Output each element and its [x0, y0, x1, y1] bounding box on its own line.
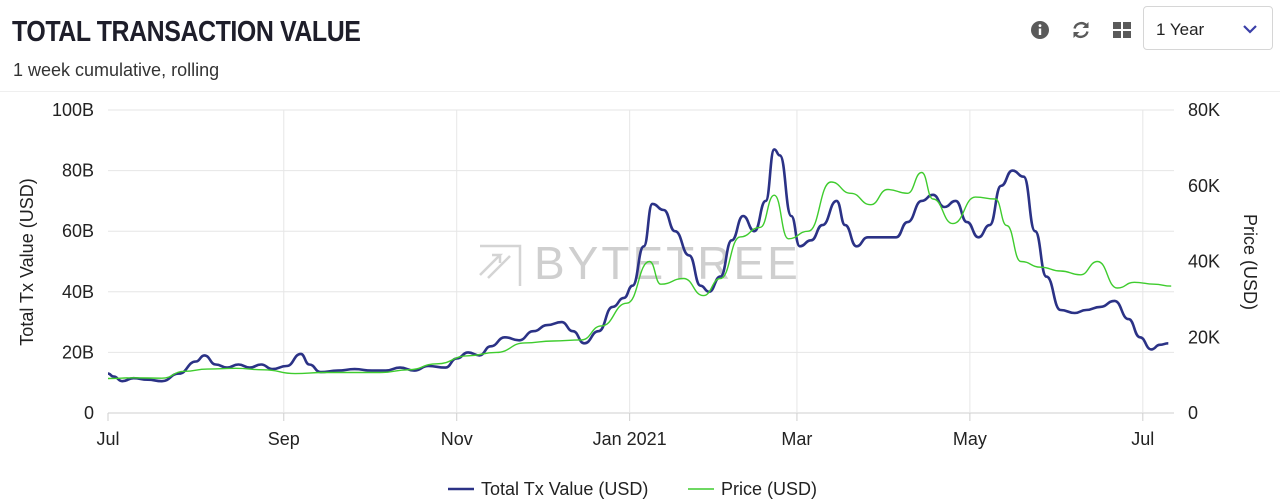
- series-line-tx-value: [107, 148, 1169, 383]
- x-tick-label: Jul: [1131, 429, 1154, 449]
- y-left-tick-label: 40B: [62, 282, 94, 302]
- y-right-tick-label: 40K: [1188, 252, 1220, 272]
- chart-subtitle: 1 week cumulative, rolling: [13, 60, 220, 80]
- grid-icon[interactable]: [1110, 18, 1134, 42]
- time-range-select[interactable]: 1 Year: [1143, 6, 1273, 50]
- y-left-tick-label: 0: [84, 403, 94, 423]
- legend-item-price[interactable]: Price (USD): [688, 479, 817, 499]
- x-tick-label: May: [953, 429, 987, 449]
- time-range-value: 1 Year: [1156, 20, 1205, 39]
- watermark-logo-stroke: [487, 255, 511, 279]
- watermark-logo-icon: [479, 244, 522, 286]
- y-left-tick-label: 80B: [62, 161, 94, 181]
- y-right-tick-label: 60K: [1188, 176, 1220, 196]
- y-left-tick-label: 60B: [62, 221, 94, 241]
- refresh-icon[interactable]: [1069, 18, 1093, 42]
- series: [107, 148, 1172, 383]
- header-divider: [0, 91, 1280, 92]
- y-right-tick-label: 20K: [1188, 327, 1220, 347]
- y-right-axis-title: Price (USD): [1240, 214, 1260, 310]
- info-icon[interactable]: [1028, 18, 1052, 42]
- x-tick-label: Nov: [441, 429, 473, 449]
- x-tick-label: Jul: [96, 429, 119, 449]
- chevron-down-icon: [1242, 21, 1258, 37]
- y-right-tick-label: 80K: [1188, 100, 1220, 120]
- legend-label: Price (USD): [721, 479, 817, 499]
- legend-item-tx-value[interactable]: Total Tx Value (USD): [448, 479, 648, 499]
- watermark: BYTETREE: [479, 237, 801, 289]
- y-left-tick-label: 20B: [62, 342, 94, 362]
- y-left-tick-label: 100B: [52, 100, 94, 120]
- legend-label: Total Tx Value (USD): [481, 479, 648, 499]
- axes: 0 20B 40B 60B 80B 100B 0 20K 40K 60K 80K Jul Sep Nov J…: [17, 100, 1260, 449]
- grid: [107, 109, 1174, 421]
- watermark-logo-stroke: [480, 244, 522, 286]
- x-tick-label: Mar: [781, 429, 812, 449]
- y-right-tick-label: 0: [1188, 403, 1198, 423]
- legend[interactable]: Total Tx Value (USD) Price (USD): [448, 479, 817, 499]
- y-left-axis-title: Total Tx Value (USD): [17, 178, 37, 345]
- chart-title: TOTAL TRANSACTION VALUE: [12, 16, 361, 48]
- x-tick-label: Sep: [268, 429, 300, 449]
- series-line-price: [107, 171, 1172, 380]
- x-tick-label: Jan 2021: [593, 429, 667, 449]
- watermark-logo-stroke: [479, 253, 504, 276]
- watermark-text: BYTETREE: [534, 237, 801, 289]
